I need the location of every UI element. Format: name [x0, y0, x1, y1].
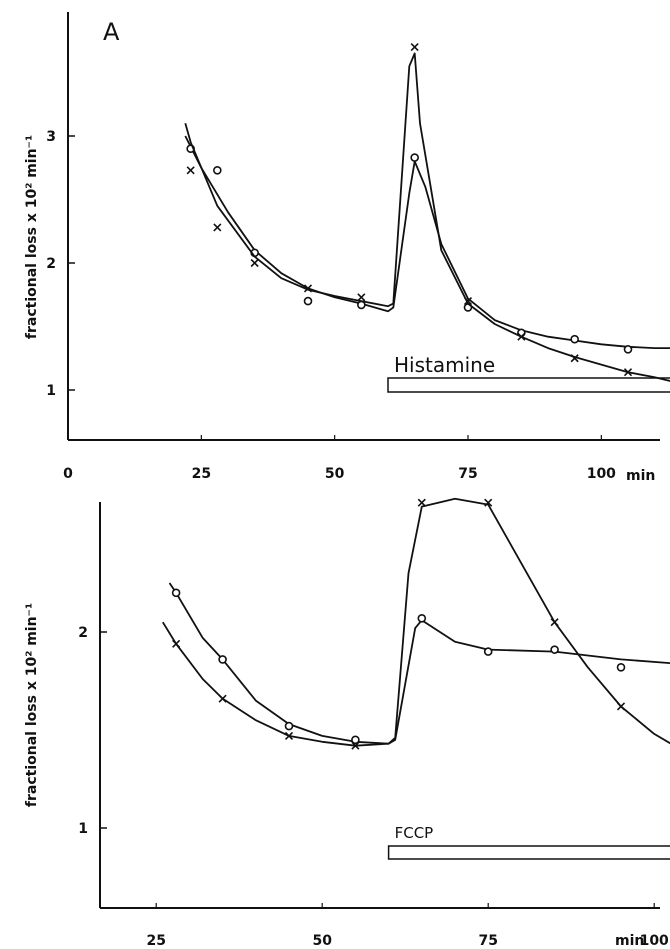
y-axis-label: fractional loss x 10² min⁻¹: [24, 603, 40, 807]
x-axis-label: min: [615, 933, 644, 949]
data-point-cross: [218, 694, 227, 703]
data-point-cross: [623, 368, 633, 377]
data-point-circle: [417, 613, 427, 623]
x-tick-label: 100: [587, 466, 616, 482]
data-point-circle: [550, 645, 559, 654]
data-point-circle: [303, 296, 313, 306]
y-tick-label: 3: [46, 129, 56, 145]
data-point-cross: [570, 354, 579, 363]
treatment-bar: [387, 845, 670, 860]
data-point-circle: [410, 153, 419, 162]
data-point-circle: [218, 655, 227, 664]
data-point-cross: [351, 741, 360, 750]
data-point-circle: [623, 345, 633, 354]
data-point-circle: [213, 165, 222, 175]
data-point-cross: [284, 731, 294, 740]
panel-label: A: [103, 18, 120, 46]
x-tick-label: 25: [146, 933, 165, 949]
data-point-cross: [517, 332, 526, 341]
data-point-circle: [483, 647, 493, 656]
y-tick-label: 2: [46, 256, 56, 272]
data-point-circle: [171, 588, 181, 598]
x-tick-label: 25: [192, 466, 211, 482]
data-point-circle: [351, 735, 360, 745]
x-tick-label: 100: [640, 933, 669, 949]
data-point-cross: [186, 166, 195, 175]
data-point-cross: [463, 297, 473, 306]
panel-a: 1 2 3 0 25 50 75 100 min fractional loss x 10² mi…: [24, 12, 670, 484]
x-tick-label: 50: [325, 466, 345, 482]
data-point-cross: [303, 284, 313, 293]
data-point-cross: [250, 258, 259, 268]
data-point-cross: [616, 702, 626, 711]
data-point-cross: [172, 639, 181, 648]
series-line-circle: [168, 582, 670, 745]
data-point-circle: [570, 334, 579, 344]
x-axis-label: min: [626, 468, 655, 484]
data-point-cross: [550, 618, 559, 627]
x-tick-label: 75: [458, 466, 477, 482]
y-axis-label: fractional loss x 10² min⁻¹: [24, 135, 40, 339]
treatment-label: Histamine: [394, 353, 495, 377]
data-point-cross: [417, 498, 426, 507]
y-tick-label: 1: [46, 383, 56, 399]
series-line-cross: [184, 52, 670, 382]
x-tick-label: 50: [312, 933, 332, 949]
data-point-cross: [213, 223, 222, 232]
x-tick-label: 75: [478, 933, 497, 949]
data-point-cross: [410, 43, 419, 52]
data-point-circle: [616, 662, 626, 672]
data-point-circle: [284, 721, 294, 731]
treatment-label: FCCP: [395, 824, 434, 842]
x-tick-label: 0: [63, 466, 73, 482]
series-line-cross: [162, 497, 670, 747]
y-tick-label: 1: [78, 821, 88, 837]
y-tick-label: 2: [78, 625, 88, 641]
treatment-bar: [387, 377, 670, 393]
data-point-cross: [484, 498, 493, 507]
data-point-cross: [357, 293, 366, 302]
